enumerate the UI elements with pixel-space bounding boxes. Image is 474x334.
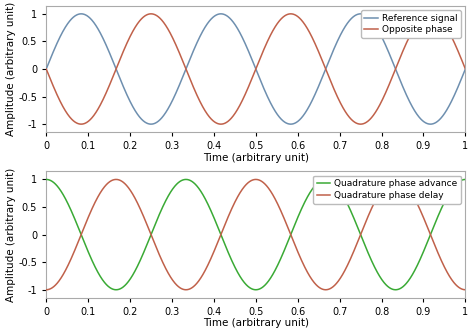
Y-axis label: Amplitude (arbitrary unit): Amplitude (arbitrary unit) (6, 2, 16, 136)
Reference signal (44, 67, 49, 71)
Line: Opposite phase: Opposite phase (46, 14, 465, 124)
Quadrature phase advance (451, 185, 456, 189)
Quadrature phase advance (247, 286, 253, 290)
Reference signal (237, 29, 242, 33)
Quadrature phase advance (44, 177, 49, 181)
Opposite phase (65, 112, 71, 116)
Reference signal (374, 26, 380, 30)
Quadrature phase delay (113, 177, 119, 181)
Opposite phase (237, 105, 242, 109)
Opposite phase (44, 67, 49, 71)
Legend: Reference signal, Opposite phase: Reference signal, Opposite phase (361, 10, 461, 38)
Quadrature phase advance (113, 288, 119, 292)
Line: Reference signal: Reference signal (46, 14, 465, 124)
Reference signal (451, 95, 456, 99)
Y-axis label: Amplitude (arbitrary unit): Amplitude (arbitrary unit) (6, 167, 16, 302)
Quadrature phase advance (237, 273, 242, 277)
X-axis label: Time (arbitrary unit): Time (arbitrary unit) (203, 153, 309, 163)
Opposite phase (218, 122, 224, 126)
Opposite phase (374, 108, 380, 112)
Quadrature phase advance (450, 185, 456, 189)
X-axis label: Time (arbitrary unit): Time (arbitrary unit) (203, 318, 309, 328)
Quadrature phase delay (374, 196, 379, 200)
Opposite phase (451, 39, 456, 43)
Reference signal (451, 95, 456, 99)
Legend: Quadrature phase advance, Quadrature phase delay: Quadrature phase advance, Quadrature pha… (313, 176, 461, 204)
Quadrature phase advance (374, 269, 379, 273)
Opposite phase (288, 12, 293, 16)
Opposite phase (451, 39, 456, 43)
Line: Quadrature phase advance: Quadrature phase advance (46, 179, 465, 290)
Reference signal (288, 122, 293, 126)
Opposite phase (463, 67, 468, 71)
Opposite phase (247, 80, 253, 85)
Quadrature phase advance (65, 201, 71, 205)
Quadrature phase advance (463, 177, 468, 181)
Quadrature phase delay (451, 280, 456, 284)
Quadrature phase delay (247, 179, 253, 183)
Reference signal (247, 53, 253, 57)
Quadrature phase delay (463, 288, 468, 292)
Reference signal (65, 22, 71, 26)
Reference signal (463, 67, 468, 71)
Line: Quadrature phase delay: Quadrature phase delay (46, 179, 465, 290)
Quadrature phase delay (237, 192, 242, 196)
Quadrature phase delay (450, 280, 456, 284)
Quadrature phase delay (44, 288, 49, 292)
Quadrature phase delay (65, 264, 71, 268)
Reference signal (218, 12, 224, 16)
